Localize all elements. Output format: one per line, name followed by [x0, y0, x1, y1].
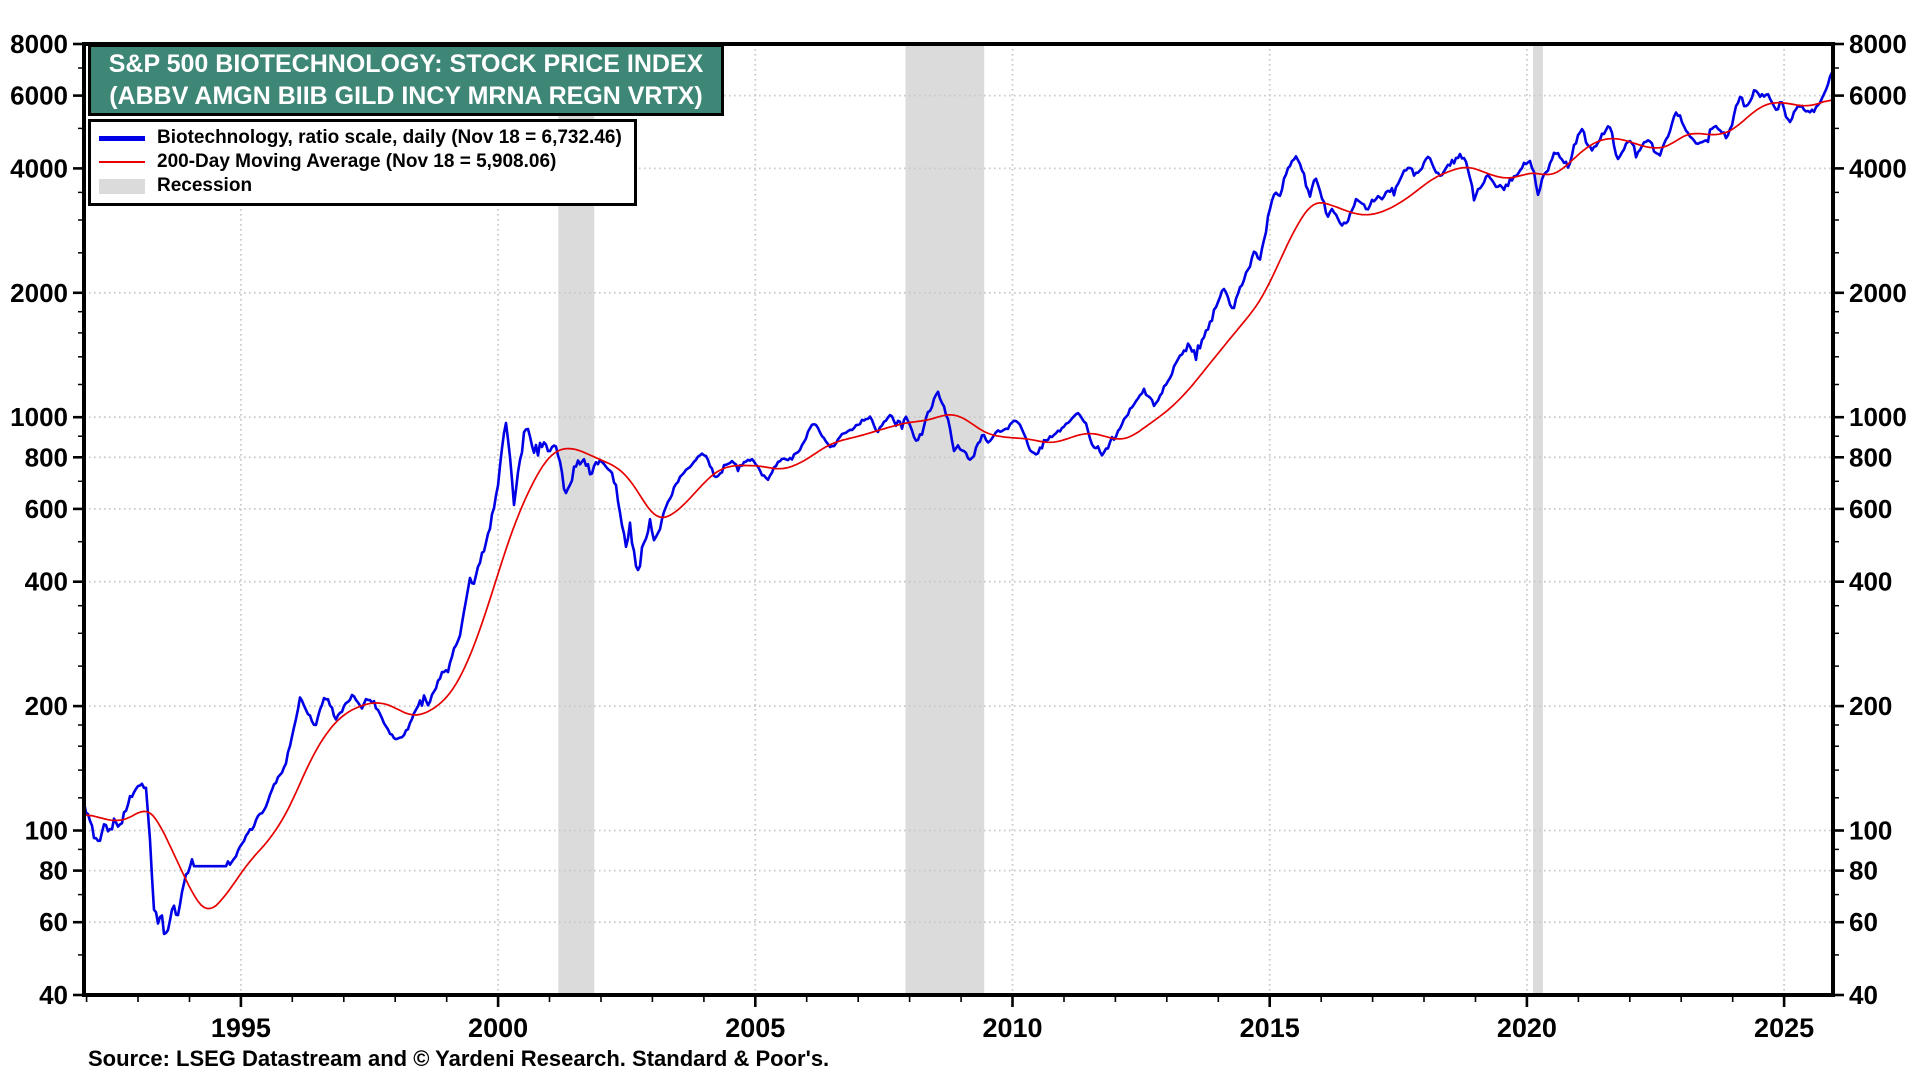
legend-item-recession: Recession	[99, 174, 622, 198]
x-axis-label: 2010	[982, 1013, 1042, 1043]
recession-band	[905, 44, 985, 995]
axis-labels: 8000 8000 6000 6000 4000 4000 2000 2000 1000 1000…	[10, 29, 1907, 1043]
y-axis-label-right: 4000	[1849, 153, 1907, 183]
series	[82, 72, 1834, 936]
y-axis-label-right: 2000	[1849, 278, 1907, 308]
moving-average-line	[83, 98, 1834, 910]
title-box: S&P 500 BIOTECHNOLOGY: STOCK PRICE INDEX…	[88, 44, 724, 116]
legend-item-biotechnology: Biotechnology, ratio scale, daily (Nov 1…	[99, 126, 622, 150]
x-axis-label: 2025	[1754, 1013, 1814, 1043]
biotechnology-line-swatch	[99, 135, 145, 141]
legend-label-moving-average: 200-Day Moving Average (Nov 18 = 5,908.0…	[157, 151, 557, 172]
x-axis-label: 2020	[1497, 1013, 1557, 1043]
y-axis-label-right: 40	[1849, 980, 1878, 1010]
y-axis-label-left: 80	[39, 856, 68, 886]
legend: Biotechnology, ratio scale, daily (Nov 1…	[88, 119, 637, 206]
y-axis-label-right: 200	[1849, 691, 1892, 721]
y-axis-label-left: 2000	[10, 278, 68, 308]
y-axis-label-right: 800	[1849, 442, 1892, 472]
y-axis-label-left: 4000	[10, 153, 68, 183]
legend-item-moving-average: 200-Day Moving Average (Nov 18 = 5,908.0…	[99, 150, 622, 174]
title-line-1: S&P 500 BIOTECHNOLOGY: STOCK PRICE INDEX	[108, 50, 704, 78]
y-axis-label-left: 100	[25, 816, 68, 846]
y-axis-label-right: 600	[1849, 494, 1892, 524]
legend-label-recession: Recession	[157, 175, 253, 196]
y-axis-label-right: 400	[1849, 567, 1892, 597]
recession-band	[1533, 44, 1543, 995]
y-axis-label-right: 6000	[1849, 81, 1907, 111]
axes	[73, 42, 1844, 1007]
plot-border	[82, 42, 1835, 997]
x-axis-label: 2000	[468, 1013, 528, 1043]
y-axis-label-left: 1000	[10, 402, 68, 432]
title-line-2: (ABBV AMGN BIIB GILD INCY MRNA REGN VRTX…	[109, 82, 703, 110]
biotechnology-line	[82, 72, 1834, 936]
source-text: Source: LSEG Datastream and © Yardeni Re…	[88, 1046, 830, 1071]
x-axis-label: 2015	[1240, 1013, 1300, 1043]
y-axis-label-left: 40	[39, 980, 68, 1010]
y-axis-label-left: 8000	[10, 29, 68, 59]
y-axis-label-left: 800	[25, 442, 68, 472]
y-axis-label-left: 6000	[10, 81, 68, 111]
y-axis-label-left: 60	[39, 907, 68, 937]
y-axis-label-right: 80	[1849, 856, 1878, 886]
x-axis-label: 2005	[725, 1013, 785, 1043]
moving-average-line-swatch	[99, 161, 145, 163]
y-axis-label-right: 100	[1849, 816, 1892, 846]
y-axis-label-left: 600	[25, 494, 68, 524]
y-axis-label-left: 200	[25, 691, 68, 721]
y-axis-label-left: 400	[25, 567, 68, 597]
y-axis-label-right: 60	[1849, 907, 1878, 937]
recession-band-swatch	[99, 178, 145, 194]
x-axis-label: 1995	[211, 1013, 271, 1043]
y-axis-label-right: 8000	[1849, 29, 1907, 59]
y-axis-label-right: 1000	[1849, 402, 1907, 432]
legend-label-biotechnology: Biotechnology, ratio scale, daily (Nov 1…	[157, 127, 622, 148]
